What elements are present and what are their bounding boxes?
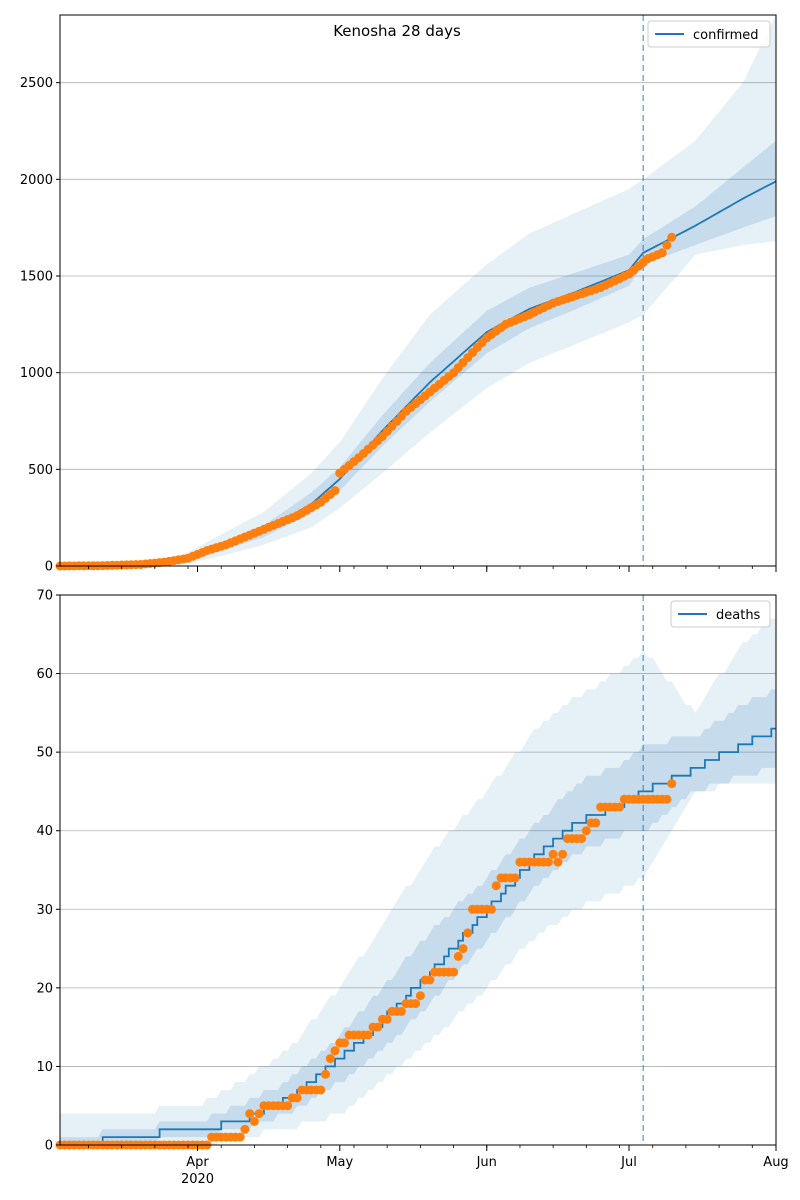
axes-frame <box>59 14 777 567</box>
x-tick-label: May <box>326 1155 353 1170</box>
y-tick-label: 2500 <box>20 76 53 91</box>
observed-point <box>382 1014 392 1024</box>
legend-label: confirmed <box>693 28 759 43</box>
x-tick-label: Jun <box>476 1155 497 1170</box>
x-tick-label: Apr <box>186 1155 209 1170</box>
observed-point <box>591 818 601 828</box>
observed-point <box>662 794 672 804</box>
observed-point <box>373 1022 383 1032</box>
y-tick-label: 50 <box>36 746 53 761</box>
observed-point <box>657 248 667 258</box>
y-tick-label: 10 <box>36 1060 53 1075</box>
observed-point <box>662 240 672 250</box>
y-tick-label: 2000 <box>20 173 53 188</box>
confirmed-ticks: 0 500 1000 1500 2000 2500 <box>20 76 777 575</box>
confirmed-bands <box>60 15 776 566</box>
observed-point <box>463 928 473 938</box>
observed-point <box>453 951 463 961</box>
observed-point <box>458 944 468 954</box>
axes-frame <box>59 594 777 1146</box>
observed-point <box>415 991 425 1001</box>
outer-band <box>60 618 776 1145</box>
y-tick-label: 1000 <box>20 366 53 381</box>
observed-point <box>340 1038 349 1048</box>
legend-frame <box>670 600 771 628</box>
confirmed-chart: 0 500 1000 1500 2000 2500 Kenosha 28 days con… <box>20 14 777 575</box>
observed-point <box>330 486 340 496</box>
observed-point <box>325 1054 335 1064</box>
confirmed-legend: confirmed <box>647 20 771 48</box>
observed-point <box>254 1109 264 1119</box>
observed-point <box>330 1046 340 1056</box>
chart-title: Kenosha 28 days <box>333 22 461 40</box>
observed-point <box>249 1116 259 1126</box>
confirmed-points <box>55 232 677 571</box>
observed-point <box>548 849 558 859</box>
observed-point <box>667 779 677 789</box>
deaths-axes <box>59 594 777 1146</box>
observed-point <box>487 904 496 914</box>
observed-point <box>491 881 501 891</box>
deaths-lines <box>60 595 776 1146</box>
observed-point <box>577 834 587 844</box>
y-tick-label: 500 <box>28 463 53 478</box>
y-tick-label: 70 <box>36 589 53 604</box>
x-tick-sublabel: 2020 <box>181 1172 214 1187</box>
observed-point <box>558 849 568 859</box>
legend-label: deaths <box>716 608 761 623</box>
deaths-ticks: 0 10 20 30 40 50 60 70 Apr 2020 May Jun Jul Aug <box>36 589 788 1188</box>
deaths-points <box>55 779 677 1150</box>
observed-point <box>615 802 624 812</box>
observed-point <box>292 1093 302 1103</box>
y-tick-label: 60 <box>36 667 53 682</box>
observed-point <box>321 1069 330 1079</box>
legend-frame <box>647 20 771 48</box>
observed-point <box>316 1085 326 1095</box>
y-tick-label: 30 <box>36 903 53 918</box>
y-tick-label: 1500 <box>20 270 53 285</box>
observed-point <box>581 826 591 836</box>
observed-point <box>363 1030 373 1040</box>
inner-band <box>60 689 776 1145</box>
observed-point <box>449 967 459 977</box>
deaths-chart: 0 10 20 30 40 50 60 70 Apr 2020 May Jun Jul Aug death… <box>36 589 788 1188</box>
x-tick-label: Jul <box>620 1155 637 1170</box>
observed-point <box>283 1101 293 1111</box>
y-tick-label: 0 <box>45 560 53 575</box>
outer-band <box>60 15 776 566</box>
deaths-bands <box>60 618 776 1145</box>
observed-point <box>667 232 677 242</box>
observed-point <box>245 1109 255 1119</box>
confirmed-grid <box>60 82 776 470</box>
model-line <box>60 727 776 1146</box>
observed-point <box>235 1132 245 1142</box>
y-tick-label: 40 <box>36 824 53 839</box>
observed-point <box>411 999 421 1009</box>
observed-point <box>240 1124 250 1134</box>
confirmed-axes <box>59 14 777 567</box>
y-tick-label: 20 <box>36 981 53 996</box>
observed-point <box>543 857 553 867</box>
x-tick-label: Aug <box>763 1155 788 1170</box>
deaths-legend: deaths <box>670 600 771 628</box>
observed-point <box>510 873 520 883</box>
observed-point <box>553 857 563 867</box>
observed-point <box>425 975 435 985</box>
observed-point <box>396 1006 406 1016</box>
y-tick-label: 0 <box>45 1139 53 1154</box>
